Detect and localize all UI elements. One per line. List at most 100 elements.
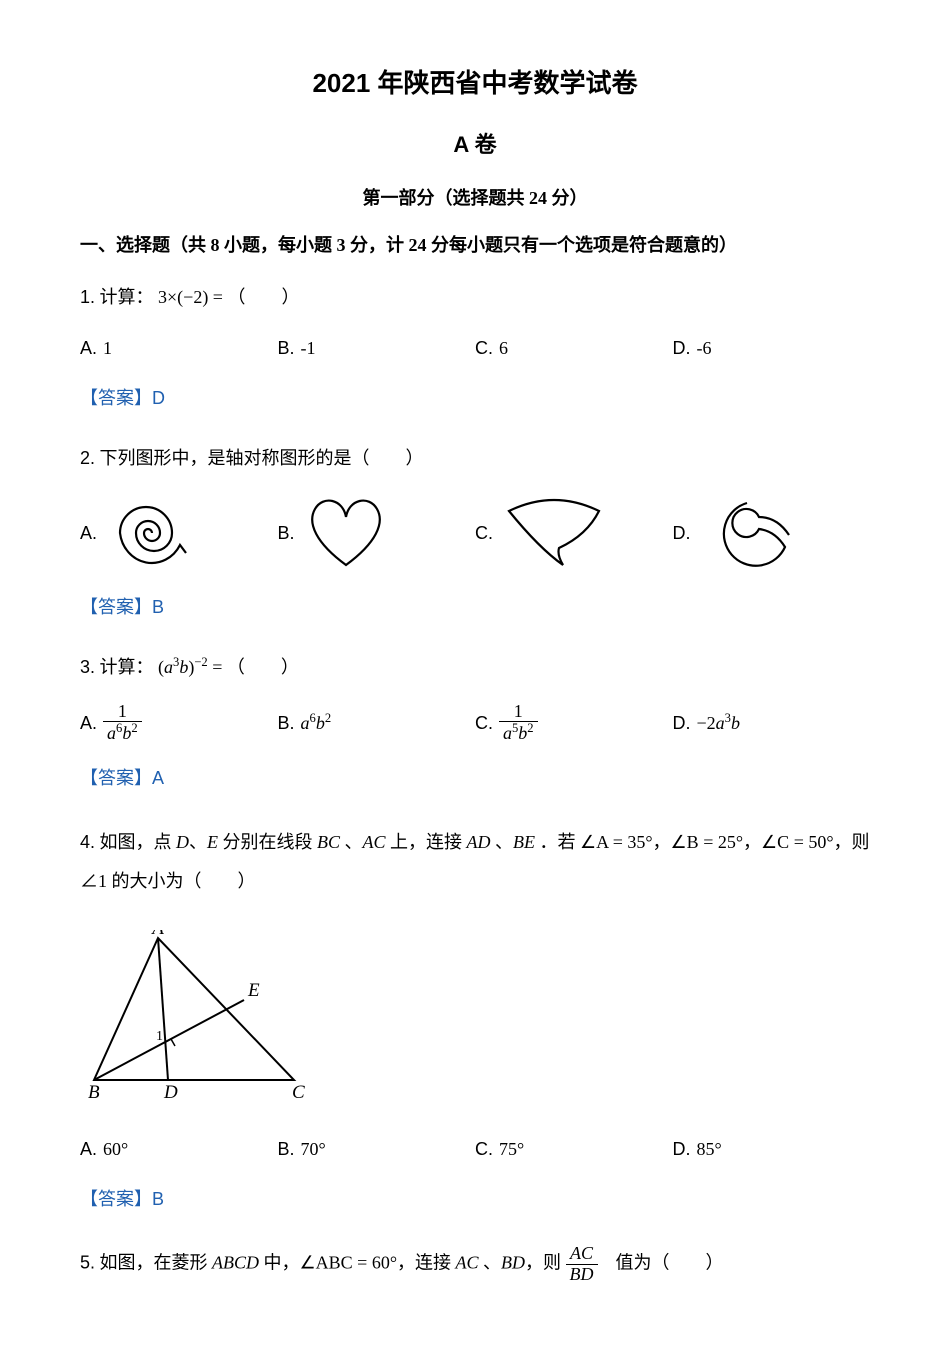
- q2-opt-b: B.: [278, 493, 476, 573]
- label-1: 1: [156, 1029, 163, 1044]
- q4-stem: 4. 如图，点 D、E 分别在线段 BC 、AC 上，连接 AD 、BE ．若 …: [80, 823, 870, 902]
- q2-answer: 【答案】B: [80, 591, 870, 623]
- q1-number: 1.: [80, 287, 95, 307]
- q4-answer-letter: B: [152, 1189, 164, 1209]
- opt-label: C.: [475, 332, 493, 364]
- question-1: 1. 计算： 3×(−2) = （ ） A. 1 B. -1 C. 6 D. -…: [80, 281, 870, 414]
- q4-t6: 、: [491, 832, 514, 852]
- label-E: E: [247, 980, 260, 1001]
- opt-label: B.: [278, 332, 295, 364]
- q4-BC: BC: [317, 832, 340, 852]
- q5-angle: ∠ABC = 60°: [300, 1252, 398, 1272]
- q3-expr: (a3b)−2 =: [158, 657, 227, 677]
- q1-opt-a-val: 1: [103, 332, 112, 364]
- q3-options: A. 1a6b2 B. a6b2 C. 1a5b2 D. −2a3b: [80, 702, 870, 745]
- q4-angC: ∠C = 50°: [761, 832, 834, 852]
- opt-label: D.: [673, 332, 691, 364]
- answer-prefix: 【答案】: [80, 768, 152, 788]
- q4-t3: 分别在线段: [218, 832, 317, 852]
- q4-opt-b: B. 70°: [278, 1133, 476, 1165]
- q2-text: 下列图形中，是轴对称图形的是（ ）: [100, 448, 424, 468]
- q2-options: A. B. C. D.: [80, 493, 870, 573]
- q4-answer: 【答案】B: [80, 1183, 870, 1215]
- q3-opt-d-val: −2a3b: [697, 707, 740, 739]
- q3-opt-d: D. −2a3b: [673, 707, 871, 739]
- opt-label: D.: [673, 707, 691, 739]
- q4-angB: ∠B = 25°: [671, 832, 744, 852]
- q3-opt-b-val: a6b2: [301, 707, 332, 739]
- q3-opt-c: C. 1a5b2: [475, 702, 673, 745]
- question-2: 2. 下列图形中，是轴对称图形的是（ ） A. B. C. D.: [80, 442, 870, 623]
- q1-opt-b: B. -1: [278, 332, 476, 364]
- q4-t2: 、: [189, 832, 207, 852]
- q1-opt-a: A. 1: [80, 332, 278, 364]
- q4-opt-c: C. 75°: [475, 1133, 673, 1165]
- q1-opt-c: C. 6: [475, 332, 673, 364]
- q5-t5: ，则: [525, 1252, 566, 1272]
- q1-opt-d: D. -6: [673, 332, 871, 364]
- opt-label: D.: [673, 1133, 691, 1165]
- q2-opt-c: C.: [475, 493, 673, 573]
- answer-prefix: 【答案】: [80, 1189, 152, 1209]
- section-heading: 一、选择题（共 8 小题，每小题 3 分，计 24 分每小题只有一个选项是符合题…: [80, 229, 870, 261]
- sub-title: A 卷: [80, 125, 870, 165]
- q1-text-pre: 计算：: [100, 287, 154, 307]
- q2-number: 2.: [80, 448, 95, 468]
- opt-label: C.: [475, 517, 493, 549]
- q1-answer-letter: D: [152, 388, 165, 408]
- q3-answer-letter: A: [152, 768, 164, 788]
- q4-options: A. 60° B. 70° C. 75° D. 85°: [80, 1133, 870, 1165]
- q5-frac: ACBD: [566, 1244, 598, 1285]
- q1-blank: （ ）: [227, 287, 299, 307]
- triangle-diagram: A B C D E 1: [86, 930, 316, 1105]
- q1-expr: 3×(−2) =: [158, 287, 223, 307]
- main-title: 2021 年陕西省中考数学试卷: [80, 60, 870, 107]
- q1-answer: 【答案】D: [80, 382, 870, 414]
- q4-BE: BE: [513, 832, 535, 852]
- spiral-icon: [103, 493, 193, 573]
- q5-bd: BD: [501, 1252, 525, 1272]
- q3-answer: 【答案】A: [80, 762, 870, 794]
- q4-AD: AD: [467, 832, 491, 852]
- label-D: D: [163, 1082, 178, 1103]
- q4-E: E: [207, 832, 218, 852]
- q4-opt-a: A. 60°: [80, 1133, 278, 1165]
- q5-frac-den: BD: [566, 1265, 598, 1285]
- q5-t4: 、: [479, 1252, 502, 1272]
- q3-opt-b: B. a6b2: [278, 707, 476, 739]
- q3-text-pre: 计算：: [100, 657, 154, 677]
- q4-AC: AC: [363, 832, 386, 852]
- q1-opt-d-val: -6: [697, 332, 712, 364]
- q1-options: A. 1 B. -1 C. 6 D. -6: [80, 332, 870, 364]
- opt-label: A.: [80, 707, 97, 739]
- q5-t1: 如图，在菱形: [100, 1252, 213, 1272]
- q5-frac-num: AC: [566, 1244, 598, 1265]
- q4-t9: ，: [743, 832, 761, 852]
- q3-stem: 3. 计算： (a3b)−2 = （ ）: [80, 651, 870, 683]
- q5-stem: 5. 如图，在菱形 ABCD 中，∠ABC = 60°，连接 AC 、BD，则 …: [80, 1244, 870, 1285]
- q4-D: D: [176, 832, 189, 852]
- opt-label: C.: [475, 1133, 493, 1165]
- label-C: C: [292, 1082, 305, 1103]
- q4-line2: ∠1 的大小为（ ）: [80, 871, 256, 891]
- q4-t4: 、: [340, 832, 363, 852]
- q4-opt-a-val: 60°: [103, 1133, 128, 1165]
- q4-opt-c-val: 75°: [499, 1133, 524, 1165]
- q2-stem: 2. 下列图形中，是轴对称图形的是（ ）: [80, 442, 870, 474]
- q3-blank: （ ）: [227, 657, 299, 677]
- comma-icon: [697, 493, 797, 573]
- answer-prefix: 【答案】: [80, 388, 152, 408]
- q3-number: 3.: [80, 657, 95, 677]
- q4-t8: ，: [653, 832, 671, 852]
- q2-opt-a: A.: [80, 493, 278, 573]
- q5-abcd: ABCD: [212, 1252, 259, 1272]
- q1-opt-c-val: 6: [499, 332, 508, 364]
- q4-t5: 上，连接: [386, 832, 467, 852]
- q4-angA: ∠A = 35°: [580, 832, 653, 852]
- q5-number: 5.: [80, 1252, 95, 1272]
- question-4: 4. 如图，点 D、E 分别在线段 BC 、AC 上，连接 AD 、BE ．若 …: [80, 823, 870, 1216]
- label-B: B: [88, 1082, 100, 1103]
- opt-label: B.: [278, 1133, 295, 1165]
- q5-t3: ，连接: [397, 1252, 456, 1272]
- q3-opt-c-val: 1a5b2: [499, 702, 538, 745]
